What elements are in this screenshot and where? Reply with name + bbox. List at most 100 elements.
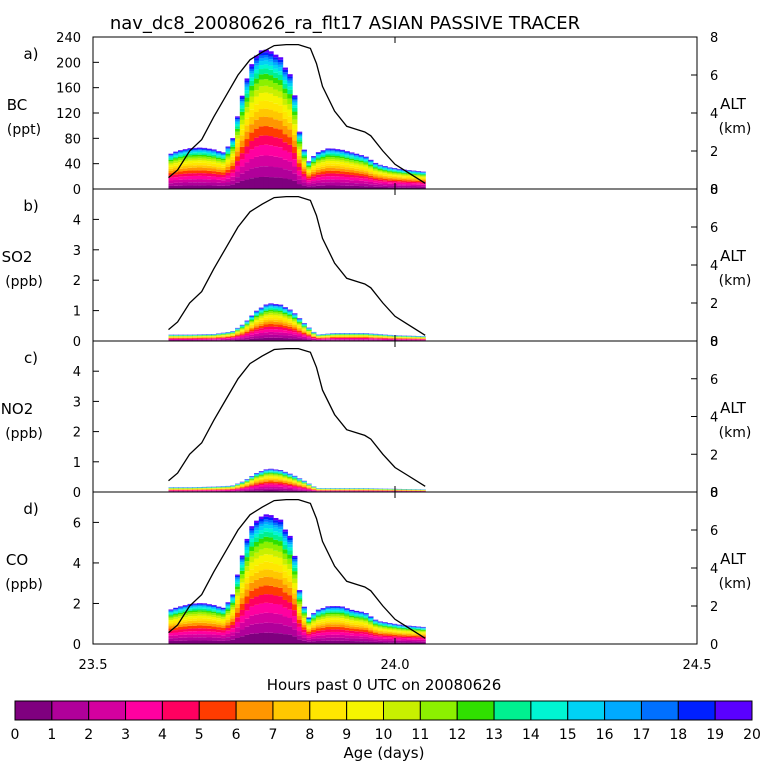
age-bin-9 xyxy=(344,162,350,165)
age-bin-12 xyxy=(306,329,312,331)
panel-label: c) xyxy=(24,349,38,367)
age-bin-11 xyxy=(230,604,236,608)
age-bin-12 xyxy=(349,158,355,161)
age-bin-6 xyxy=(178,624,184,627)
age-bin-7 xyxy=(249,482,255,484)
age-bin-11 xyxy=(239,115,246,120)
age-bin-9 xyxy=(334,617,341,620)
age-bin-18 xyxy=(282,307,288,309)
age-bin-6 xyxy=(315,626,322,629)
age-bin-4 xyxy=(420,637,426,639)
age-bin-7 xyxy=(178,166,184,169)
age-bin-14 xyxy=(287,312,293,314)
age-bin-5 xyxy=(187,170,193,174)
age-bin-13 xyxy=(396,171,403,173)
age-bin-0 xyxy=(268,632,274,644)
age-bin-1 xyxy=(187,182,193,186)
age-bin-14 xyxy=(311,159,317,161)
age-bin-12 xyxy=(334,156,341,158)
age-bin-13 xyxy=(315,614,322,616)
age-bin-10 xyxy=(391,629,398,631)
age-bin-4 xyxy=(273,326,279,330)
age-bin-5 xyxy=(239,333,246,335)
age-bin-1 xyxy=(363,638,369,642)
age-bin-1 xyxy=(244,170,250,180)
age-bin-10 xyxy=(287,478,293,480)
age-bin-8 xyxy=(277,105,284,113)
age-bin-14 xyxy=(220,156,227,158)
age-bin-3 xyxy=(225,175,231,179)
age-bin-9 xyxy=(230,334,236,335)
age-bin-6 xyxy=(249,327,255,330)
age-bin-5 xyxy=(282,482,288,485)
age-bin-12 xyxy=(254,78,260,84)
age-bin-2 xyxy=(192,179,198,183)
age-bin-18 xyxy=(344,151,350,153)
age-bin-0 xyxy=(287,179,293,189)
age-bin-4 xyxy=(263,594,269,603)
age-bin-4 xyxy=(344,174,350,177)
age-bin-17 xyxy=(358,156,364,157)
age-bin-14 xyxy=(415,628,422,629)
age-bin-3 xyxy=(197,175,203,180)
age-bin-10 xyxy=(263,313,269,316)
age-bin-4 xyxy=(192,628,198,632)
age-bin-6 xyxy=(277,120,284,130)
colorbar-tick-label: 9 xyxy=(342,727,351,743)
age-bin-14 xyxy=(249,538,255,543)
age-bin-2 xyxy=(396,184,403,186)
age-bin-12 xyxy=(192,610,198,613)
age-bin-6 xyxy=(339,336,345,338)
age-bin-4 xyxy=(349,174,355,178)
colorbar-tick-label: 14 xyxy=(522,727,540,743)
age-bin-10 xyxy=(358,163,364,166)
age-bin-1 xyxy=(325,182,331,186)
age-bin-9 xyxy=(263,315,269,318)
age-bin-8 xyxy=(277,565,284,573)
age-bin-12 xyxy=(401,172,407,174)
age-bin-0 xyxy=(244,490,250,492)
age-bin-18 xyxy=(211,605,217,607)
age-bin-13 xyxy=(306,164,312,167)
age-bin-0 xyxy=(277,490,284,492)
age-bin-15 xyxy=(277,471,284,473)
age-bin-15 xyxy=(258,310,265,312)
age-bin-5 xyxy=(197,170,203,174)
age-bin-6 xyxy=(258,577,265,587)
age-bin-6 xyxy=(287,324,293,327)
age-bin-18 xyxy=(220,153,227,154)
age-bin-16 xyxy=(306,619,312,620)
age-bin-14 xyxy=(258,311,265,313)
age-bin-19 xyxy=(173,607,179,609)
age-bin-5 xyxy=(201,625,208,629)
age-bin-8 xyxy=(401,176,407,178)
age-bin-12 xyxy=(377,625,384,627)
age-bin-12 xyxy=(391,627,398,629)
age-bin-13 xyxy=(301,154,307,157)
age-bin-2 xyxy=(320,635,326,639)
age-bin-15 xyxy=(330,608,336,611)
age-bin-13 xyxy=(415,628,422,630)
age-bin-16 xyxy=(239,560,246,563)
age-bin-0 xyxy=(353,641,360,644)
age-bin-11 xyxy=(301,326,307,328)
colorbar-swatch xyxy=(677,700,716,721)
age-bin-14 xyxy=(410,627,417,629)
age-bin-2 xyxy=(211,179,217,183)
age-bin-18 xyxy=(211,150,217,151)
age-bin-14 xyxy=(382,624,388,626)
age-bin-6 xyxy=(230,618,236,622)
age-bin-19 xyxy=(277,519,284,523)
age-bin-7 xyxy=(292,324,298,327)
age-bin-12 xyxy=(292,571,298,575)
age-bin-15 xyxy=(192,606,198,608)
age-bin-12 xyxy=(249,546,255,552)
age-bin-3 xyxy=(168,633,174,636)
age-bin-14 xyxy=(187,608,193,610)
age-bin-2 xyxy=(339,179,345,183)
age-bin-8 xyxy=(334,163,341,166)
age-bin-1 xyxy=(249,336,255,339)
age-bin-16 xyxy=(311,614,317,616)
age-bin-2 xyxy=(282,487,288,489)
age-bin-16 xyxy=(168,155,174,157)
